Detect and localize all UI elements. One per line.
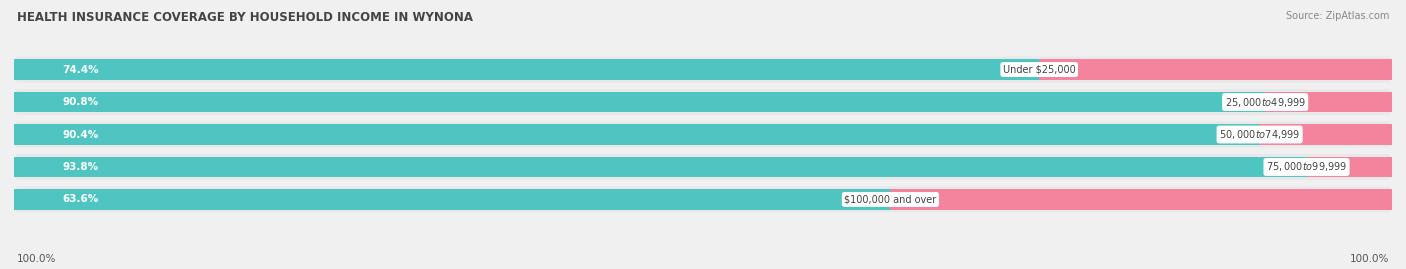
Text: $50,000 to $74,999: $50,000 to $74,999: [1219, 128, 1301, 141]
Text: $100,000 and over: $100,000 and over: [844, 194, 936, 204]
Text: $25,000 to $49,999: $25,000 to $49,999: [1225, 95, 1306, 108]
Text: 93.8%: 93.8%: [62, 162, 98, 172]
Text: Under $25,000: Under $25,000: [1002, 65, 1076, 75]
Text: Source: ZipAtlas.com: Source: ZipAtlas.com: [1285, 11, 1389, 21]
Bar: [14, 125, 1260, 144]
Text: 100.0%: 100.0%: [1350, 254, 1389, 264]
Bar: [1306, 157, 1393, 177]
Text: 100.0%: 100.0%: [17, 254, 56, 264]
Bar: [14, 92, 1265, 112]
FancyBboxPatch shape: [14, 122, 1392, 147]
Bar: [1260, 125, 1392, 144]
FancyBboxPatch shape: [14, 186, 1392, 213]
Bar: [1039, 59, 1392, 80]
Bar: [14, 189, 890, 210]
Text: 74.4%: 74.4%: [62, 65, 98, 75]
Bar: [14, 59, 1039, 80]
Text: HEALTH INSURANCE COVERAGE BY HOUSEHOLD INCOME IN WYNONA: HEALTH INSURANCE COVERAGE BY HOUSEHOLD I…: [17, 11, 472, 24]
Bar: [14, 157, 1306, 177]
Text: 63.6%: 63.6%: [62, 194, 98, 204]
Bar: [890, 189, 1392, 210]
FancyBboxPatch shape: [14, 89, 1392, 115]
FancyBboxPatch shape: [14, 56, 1392, 83]
Bar: [1265, 92, 1392, 112]
FancyBboxPatch shape: [14, 154, 1392, 180]
Text: 90.4%: 90.4%: [62, 129, 98, 140]
Text: 90.8%: 90.8%: [62, 97, 98, 107]
Text: $75,000 to $99,999: $75,000 to $99,999: [1265, 161, 1347, 174]
